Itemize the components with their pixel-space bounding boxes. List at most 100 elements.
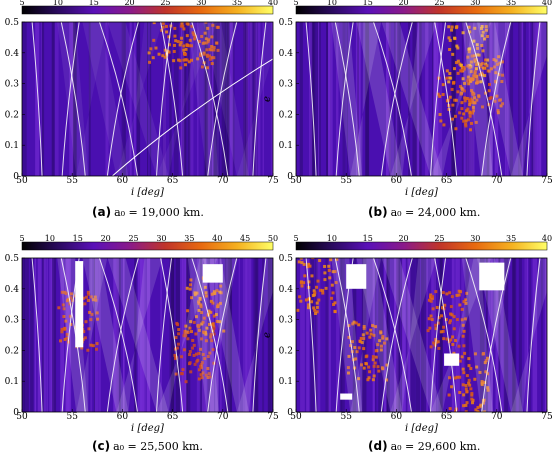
heatmap-cell	[360, 341, 364, 345]
heatmap-cell	[332, 303, 336, 307]
heatmap-cell	[209, 310, 213, 314]
y-tick-label: 0.3	[5, 316, 20, 326]
heatmap-cell	[161, 22, 165, 25]
heatmap-stripe	[495, 258, 499, 412]
heatmap-cell	[498, 61, 502, 65]
heatmap-cell	[177, 332, 181, 336]
heatmap-cell	[61, 303, 65, 307]
resonance-band	[381, 22, 443, 176]
heatmap-stripe	[206, 22, 209, 176]
colorbar-c	[21, 241, 274, 251]
heatmap-cell	[193, 34, 197, 38]
heatmap-cell	[315, 305, 319, 309]
y-tick-label: 0.2	[279, 346, 293, 356]
heatmap-cell	[497, 55, 501, 59]
heatmap-cell	[181, 368, 185, 372]
heatmap-cell	[437, 346, 441, 350]
heatmap-cell	[458, 359, 462, 363]
heatmap-stripe	[122, 258, 125, 412]
heatmap-cell	[450, 295, 454, 299]
heatmap-stripe	[253, 22, 258, 176]
heatmap-cell	[483, 37, 487, 41]
caption-a: (a) a₀ = 19,000 km.	[92, 205, 204, 219]
heatmap-cell	[191, 338, 195, 342]
heatmap-cell	[207, 309, 211, 313]
heatmap-stripe	[24, 258, 29, 412]
heatmap-cell	[315, 285, 319, 289]
y-tick-label: 0.4	[279, 49, 294, 59]
heatmap-cell	[465, 109, 469, 113]
heatmap-cell	[206, 366, 210, 370]
heatmap-cell	[451, 103, 455, 107]
heatmap-stripe	[162, 22, 166, 176]
heatmap-cell	[460, 101, 464, 105]
heatmap-cell	[468, 383, 472, 387]
heatmap-cell	[208, 47, 212, 51]
x-axis-label: i [deg]	[405, 423, 438, 434]
colorbar-tick-label: 40	[268, 0, 278, 7]
heatmap-cell	[210, 35, 214, 39]
heatmap-stripe	[407, 258, 411, 412]
heatmap-cell	[445, 69, 449, 73]
heatmap-cell	[473, 96, 477, 100]
heatmap-stripe	[309, 22, 312, 176]
heatmap-cell	[93, 295, 97, 299]
heatmap-cell	[197, 308, 201, 312]
heatmap-cell	[360, 363, 364, 367]
heatmap-cell	[471, 98, 475, 102]
heatmap-cell	[430, 296, 434, 300]
heatmap-cell	[200, 337, 204, 341]
heatmap-cell	[151, 56, 155, 60]
heatmap-cell	[307, 303, 311, 307]
heatmap-cell	[380, 366, 384, 370]
heatmap-cell	[334, 281, 338, 285]
heatmap-cell	[448, 72, 452, 76]
heatmap-stripe	[162, 22, 166, 176]
heatmap-cell	[471, 401, 475, 405]
heatmap-cell	[385, 363, 389, 367]
heatmap-cell	[432, 341, 436, 345]
heatmap-stripe	[51, 22, 55, 176]
heatmap-cell	[199, 363, 203, 367]
heatmap-cell	[429, 293, 433, 297]
heatmap-cell	[323, 271, 327, 275]
heatmap-cell	[486, 69, 490, 73]
heatmap-cell	[69, 292, 73, 296]
heatmap-cell	[189, 330, 193, 334]
resonance-band	[107, 258, 169, 412]
heatmap-stripe	[425, 22, 429, 176]
heatmap-cell	[215, 319, 219, 323]
heatmap-cell	[173, 26, 177, 30]
heatmap-stripe	[186, 258, 191, 412]
heatmap-stripe	[529, 258, 531, 412]
heatmap-cell	[84, 320, 88, 324]
heatmap-cell	[180, 372, 184, 376]
heatmap-cell	[462, 344, 466, 348]
axes-frame	[295, 21, 548, 177]
resonance-curve	[252, 22, 267, 176]
heatmap-cell	[199, 305, 203, 309]
heatmap-cell	[462, 329, 466, 333]
heatmap-stripe	[451, 258, 454, 412]
heatmap-cell	[172, 15, 175, 18]
heatmap-cell	[442, 123, 446, 127]
resonance-curve	[106, 258, 139, 412]
heatmap-cell	[204, 41, 208, 45]
colorbar-tick-label: 15	[363, 234, 373, 243]
heatmap-cell	[367, 365, 371, 369]
heatmap-cell	[427, 298, 431, 302]
heatmap-cell	[317, 254, 320, 257]
heatmap-cell	[189, 320, 193, 324]
heatmap-cell	[216, 303, 220, 307]
heatmap-stripe	[262, 258, 265, 412]
heatmap-cell	[89, 343, 93, 347]
x-tick-label: 50	[16, 176, 28, 186]
heatmap-cell	[86, 290, 90, 294]
resonance-curve	[191, 258, 229, 412]
heatmap-cell	[447, 36, 451, 40]
heatmap-cell	[462, 119, 466, 123]
heatmap-cell	[184, 334, 188, 338]
heatmap-stripe	[219, 258, 222, 412]
heatmap-cell	[464, 387, 468, 391]
colorbar-tick-label: 40	[212, 234, 222, 243]
